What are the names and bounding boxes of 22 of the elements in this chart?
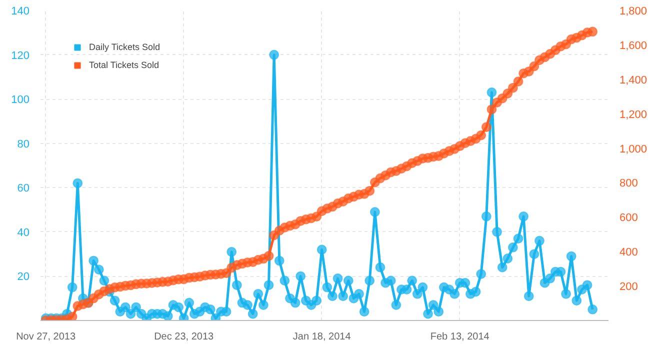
y2-tick-label: 1,800 — [620, 6, 648, 18]
y-tick-label: 20 — [17, 271, 30, 284]
x-tick-label: Feb 13, 2014 — [430, 332, 490, 342]
y-tick-label: 60 — [17, 182, 30, 195]
y2-tick-label: 600 — [620, 212, 638, 224]
x-tick-label: Jan 18, 2014 — [292, 332, 352, 342]
x-tick-label: Nov 27, 2013 — [16, 332, 76, 342]
y-tick-label: 100 — [11, 94, 30, 106]
legend-label: Total Tickets Sold — [89, 60, 160, 70]
y-tick-label: 140 — [11, 6, 30, 18]
y2-tick-label: 1,400 — [620, 74, 648, 86]
y2-tick-label: 800 — [620, 178, 638, 190]
y2-tick-label: 1,000 — [620, 143, 648, 156]
y-tick-label: 120 — [11, 50, 30, 62]
y-tick-label: 40 — [17, 226, 30, 239]
y2-tick-label: 1,200 — [620, 108, 648, 121]
y2-tick-label: 200 — [620, 281, 638, 294]
y2-tick-label: 1,600 — [620, 40, 648, 52]
y-tick-label: 80 — [17, 138, 30, 150]
legend-label: Daily Tickets Sold — [89, 42, 160, 52]
y2-tick-label: 400 — [620, 246, 638, 259]
x-tick-label: Dec 23, 2013 — [154, 332, 214, 342]
